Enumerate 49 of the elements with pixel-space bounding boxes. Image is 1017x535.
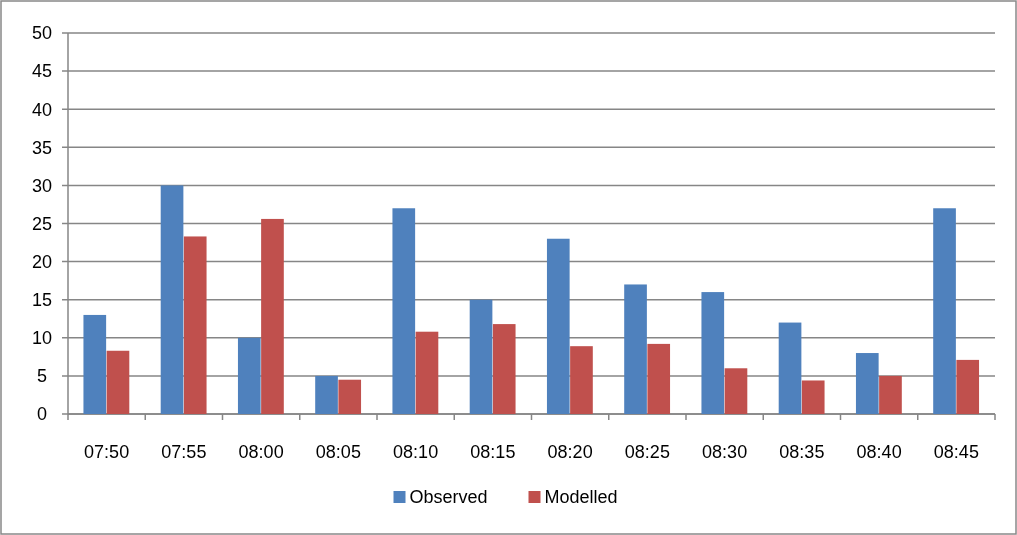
legend-label: Modelled: [544, 487, 618, 508]
bar: [392, 208, 416, 414]
bar: [778, 322, 802, 414]
y-tick-label: 25: [31, 213, 53, 234]
y-tick-label: 5: [36, 366, 48, 387]
x-tick-label: 08:40: [856, 442, 902, 462]
y-tick-label: 50: [31, 23, 53, 44]
legend-label: Observed: [409, 487, 488, 508]
y-tick-label: 15: [31, 290, 53, 310]
bar: [492, 324, 516, 414]
y-tick-label: 20: [31, 251, 53, 272]
bar: [237, 337, 261, 414]
bar: [956, 359, 980, 414]
bar: [261, 218, 284, 414]
x-tick-label: 08:25: [624, 442, 670, 462]
bar: [183, 236, 207, 414]
bar: [315, 375, 338, 414]
bar: [647, 343, 671, 414]
bar: [624, 284, 647, 414]
bar: [338, 379, 362, 414]
x-tick-label: 08:15: [470, 442, 516, 462]
bar: [160, 185, 184, 414]
y-tick-label: 30: [31, 175, 53, 196]
x-tick-label: 08:10: [393, 442, 439, 462]
bar: [724, 368, 748, 414]
bar: [83, 314, 107, 414]
x-tick-label: 08:35: [779, 442, 825, 462]
y-tick-label: 40: [31, 99, 53, 120]
x-tick-label: 08:45: [933, 442, 979, 462]
bar: [879, 375, 902, 414]
x-tick-label: 08:20: [547, 442, 593, 462]
x-tick-label: 07:50: [84, 442, 130, 462]
y-tick-label: 0: [36, 404, 48, 425]
y-tick-label: 35: [31, 137, 53, 158]
bar: [469, 299, 493, 414]
bar: [106, 350, 130, 414]
bar: [415, 331, 439, 414]
bar: [801, 380, 825, 414]
y-tick-label: 45: [31, 61, 53, 82]
x-tick-label: 08:00: [238, 442, 284, 462]
y-tick-label: 10: [31, 328, 53, 349]
x-tick-label: 08:30: [702, 442, 748, 462]
bar: [855, 353, 879, 414]
x-tick-label: 08:05: [315, 442, 361, 462]
bar: [701, 292, 725, 414]
bar: [933, 208, 956, 414]
bar: [546, 238, 570, 414]
bar: [570, 346, 593, 414]
x-tick-label: 07:55: [161, 442, 207, 462]
